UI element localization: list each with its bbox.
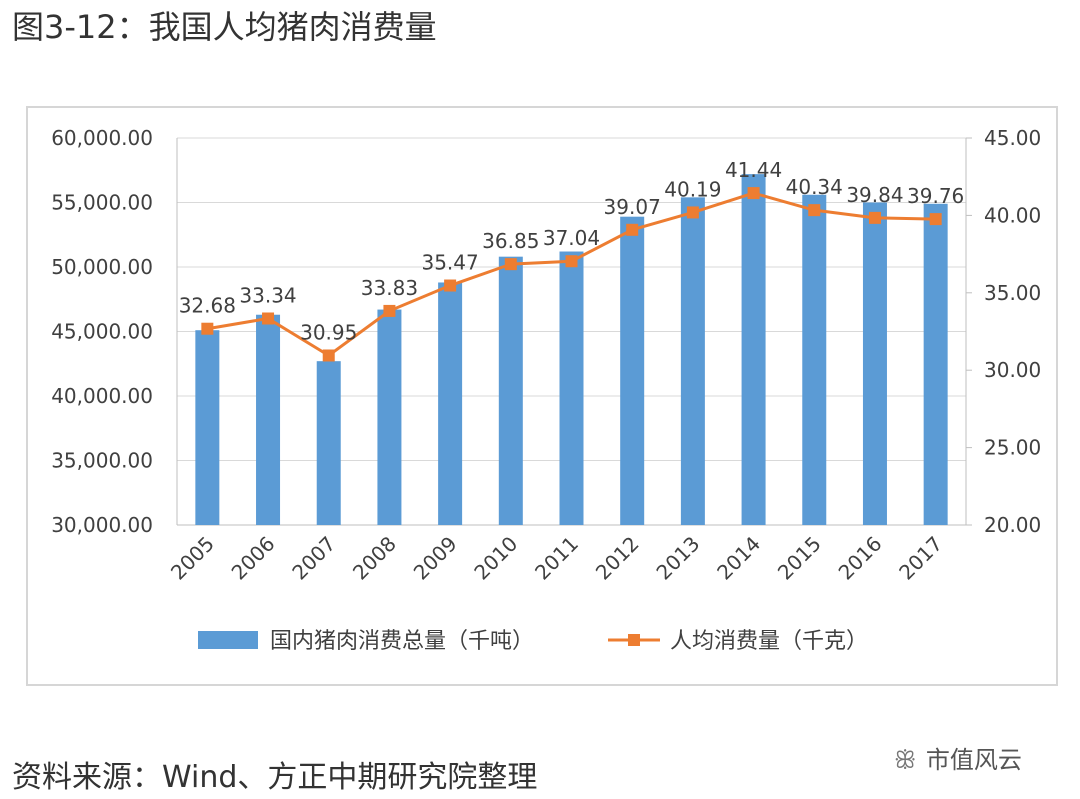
figure-title: 图3-12：我国人均猪肉消费量 [12, 8, 437, 46]
y-right-tick-label: 40.00 [984, 203, 1041, 227]
line-marker [322, 349, 335, 362]
bar [923, 203, 948, 525]
bar [195, 330, 220, 525]
y-right-tick-label: 25.00 [984, 436, 1041, 460]
data-label: 30.95 [300, 320, 357, 344]
data-label: 37.04 [543, 226, 600, 250]
y-right-tick-label: 35.00 [984, 281, 1041, 305]
y-left-tick-label: 40,000.00 [51, 384, 153, 408]
y-left-tick-label: 35,000.00 [51, 449, 153, 473]
x-tick-label: 2009 [409, 532, 462, 585]
line-marker [504, 258, 517, 271]
y-left-tick-label: 45,000.00 [51, 320, 153, 344]
x-tick-label: 2005 [166, 532, 219, 585]
line-marker [262, 312, 275, 325]
bar [620, 216, 645, 525]
x-tick-label: 2013 [651, 532, 704, 585]
watermark: ꕥ 市值风云 [894, 740, 1022, 775]
line-marker [201, 322, 214, 335]
bar [559, 251, 584, 525]
x-tick-label: 2016 [834, 532, 887, 585]
data-label: 39.07 [604, 195, 661, 219]
line-marker [686, 206, 699, 219]
legend-bar-swatch [198, 631, 258, 649]
data-label: 33.34 [239, 283, 296, 307]
combo-chart: 30,000.00 35,000.00 40,000.00 45,000.00 50,0… [51, 126, 1041, 654]
source-note: 资料来源：Wind、方正中期研究院整理 [12, 760, 538, 795]
data-label: 35.47 [421, 251, 478, 275]
line-marker [808, 204, 821, 217]
data-label: 39.84 [846, 183, 903, 207]
x-tick-label: 2006 [227, 532, 280, 585]
y-left-tick-label: 60,000.00 [51, 126, 153, 150]
data-label: 33.83 [361, 276, 418, 300]
x-tick-label: 2015 [773, 532, 826, 585]
data-label: 41.44 [725, 158, 782, 182]
y-left-tick-label: 50,000.00 [51, 255, 153, 279]
x-tick-label: 2011 [530, 532, 583, 585]
legend-line-marker [628, 634, 640, 646]
data-label: 32.68 [179, 294, 236, 318]
x-tick-label: 2008 [348, 532, 401, 585]
bar [377, 309, 402, 525]
data-label: 40.34 [786, 175, 843, 199]
bar [316, 361, 341, 525]
y-right-tick-label: 45.00 [984, 126, 1041, 150]
bar [741, 174, 766, 525]
x-tick-label: 2007 [287, 532, 340, 585]
wechat-icon: ꕥ [894, 746, 917, 774]
x-tick-label: 2014 [712, 532, 765, 585]
legend-bar-label: 国内猪肉消费总量（千吨） [270, 629, 534, 654]
watermark-text: 市值风云 [925, 746, 1022, 774]
bar [802, 194, 827, 525]
chart-frame: 30,000.00 35,000.00 40,000.00 45,000.00 50,0… [26, 106, 1058, 686]
bar [438, 282, 463, 525]
y-left-tick-label: 55,000.00 [51, 191, 153, 215]
y-right-tick-label: 20.00 [984, 513, 1041, 537]
bar [862, 202, 887, 525]
data-label: 36.85 [482, 229, 539, 253]
line-marker [868, 211, 881, 224]
bar [256, 314, 281, 525]
data-label: 40.19 [664, 177, 721, 201]
line-marker [747, 187, 760, 200]
legend-line-label: 人均消费量（千克） [670, 629, 868, 654]
line-marker [626, 223, 639, 236]
data-label: 39.76 [907, 184, 964, 208]
y-left-tick-label: 30,000.00 [51, 513, 153, 537]
line-marker [444, 279, 457, 292]
bar [498, 256, 523, 525]
line-marker [565, 255, 578, 268]
line-marker [383, 304, 396, 317]
bar [680, 197, 705, 525]
x-tick-label: 2010 [469, 532, 522, 585]
x-tick-label: 2012 [591, 532, 644, 585]
x-tick-label: 2017 [894, 532, 947, 585]
line-marker [929, 213, 942, 226]
y-right-tick-label: 30.00 [984, 358, 1041, 382]
